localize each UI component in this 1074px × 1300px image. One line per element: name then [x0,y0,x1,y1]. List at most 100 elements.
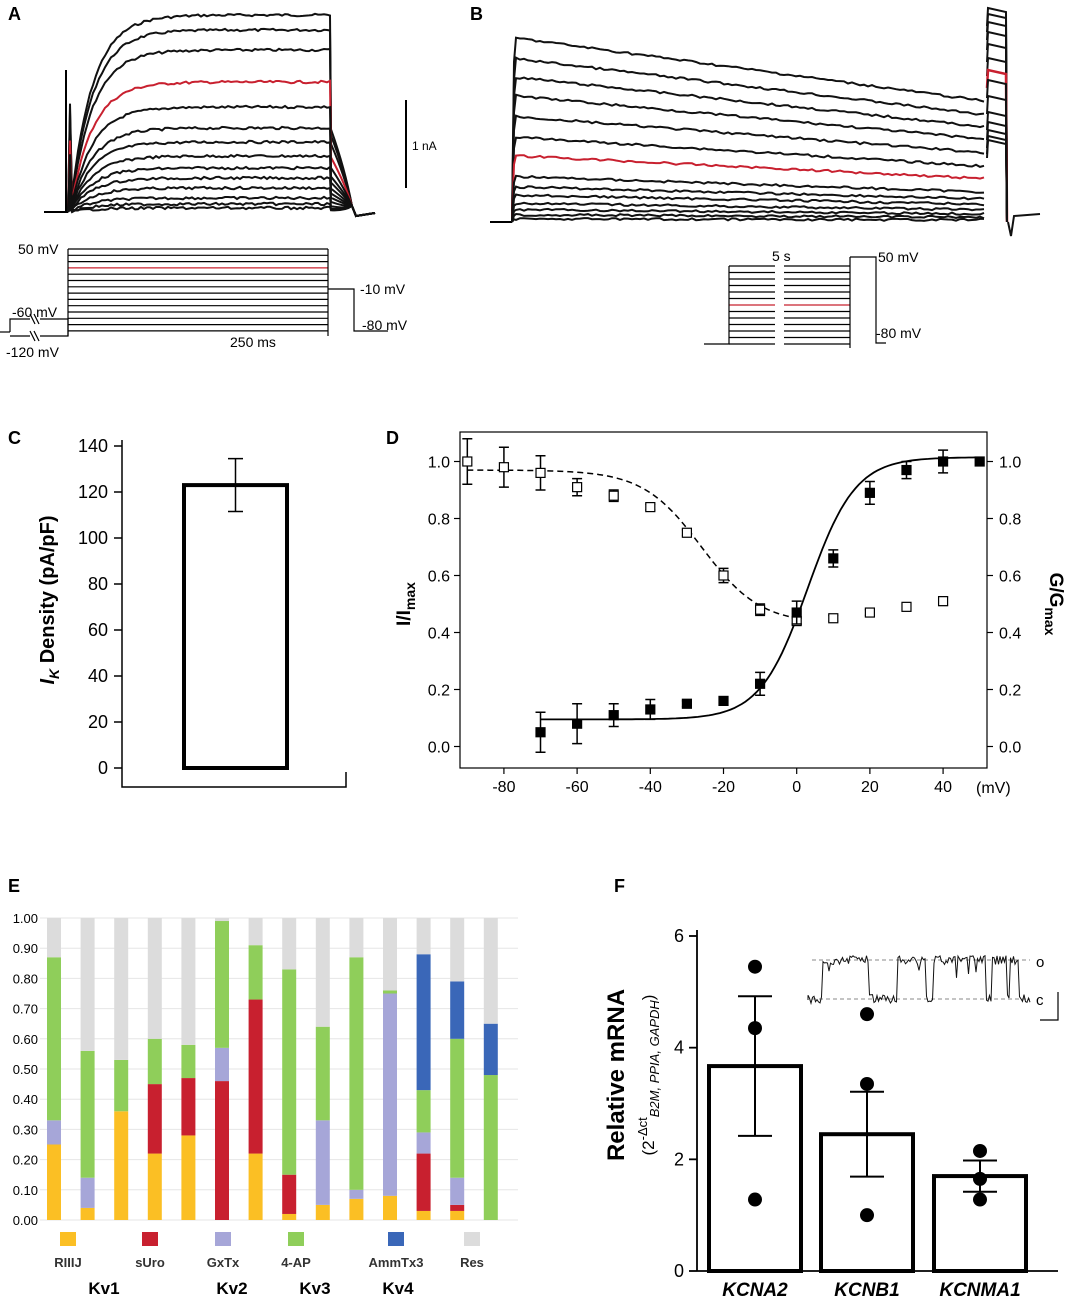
panel-a-protocol-prepulse [9,318,69,337]
panel-d-right-y-tick-label: 0.8 [999,512,1021,529]
panel-e-bar-segment-res [147,918,162,1039]
panel-d-activation-point [535,727,546,738]
panel-d-activation-point [828,553,839,564]
panel-c-y-tick-label: 120 [78,482,108,502]
panel-d-right-y-tick-label: 1.0 [999,455,1021,472]
panel-a-protocol-tail-label: -10 mV [360,281,406,297]
panel-e-bar-segment-riiij [80,1207,95,1220]
panel-f-inset-channel-trace [807,954,1031,1006]
panel-e-bar-segment-ammtx3 [450,981,465,1039]
panel-e-bar-segment-res [315,918,330,1027]
panel-e-stacked-bar-chart: 0.00 0.10 0.20 0.30 0.40 0.50 0.60 0.70 0.80 0.90… [13,911,518,1298]
panel-e-bar-segment-gxtx [215,1047,229,1082]
panel-b-voltage-protocol [704,256,886,348]
panel-a-trace [67,104,376,218]
panel-e-legend-label: GxTx [207,1255,240,1270]
panel-b-trace-highlight [511,154,985,223]
panel-d-activation-point [608,710,619,721]
panel-e-bar-segment-res [416,918,431,955]
panel-e-bar-segment-riiij [114,1111,129,1220]
panel-e-bar-segment-ammtx3 [483,1023,498,1076]
panel-b-trace [511,174,985,223]
panel-b-tail [986,138,1008,223]
panel-d-frame [459,431,988,769]
panel-e-bar-segment-riiij [349,1198,364,1220]
panel-b-current-traces [490,6,1041,237]
panel-a-protocol-break-marks [29,313,40,342]
panel-b-protocol-top-label: 50 mV [878,249,919,265]
panel-d-inactivation-point [572,482,583,493]
panel-e-bar-segment-suro [248,999,263,1154]
panel-c-bar [182,483,289,770]
panel-e-bar-segment-suro [181,1078,196,1136]
panel-e-bar-segment-gxtx [416,1132,431,1154]
panel-c-x-axis [121,772,347,788]
panel-e-bar-segment-res [215,918,229,922]
panel-e-group-label: Kv3 [299,1279,330,1298]
panel-b-protocol-end-label: -80 mV [876,325,922,341]
panel-c-label: C [8,428,21,448]
panel-d-inactivation-point [864,607,875,618]
panel-a-trace [67,195,376,218]
panel-f-data-point [973,1192,987,1207]
panel-d-activation-point [645,704,656,715]
panel-f-data-point [973,1171,987,1186]
panel-e-bar-segment-4-ap [483,1075,498,1220]
panel-d-inactivation-point [608,490,619,501]
panel-a-trace [67,185,376,218]
panel-e-bar-segment-res [80,918,95,1051]
panel-b-tail [986,78,1008,223]
panel-d-x-unit: (mV) [976,780,1011,797]
panel-e-bar-segment-ammtx3 [416,954,431,1091]
panel-b-trace [511,207,985,223]
panel-e-bar-segment-4-ap [181,1044,196,1079]
panel-a-protocol-pre-label: -120 mV [6,344,60,360]
panel-d-activation-point [681,698,693,709]
panel-f-error-bar [738,995,772,1137]
panel-e-legend-swatch [60,1232,76,1246]
panel-d-left-y-tick-label: 0.6 [428,569,450,586]
panel-c-y-tick-label: 100 [78,528,108,548]
panel-d-inactivation-point [462,456,473,467]
panel-f-bar [932,1174,1028,1274]
panel-e-bar-segment-suro [147,1084,162,1154]
panel-d-inactivation-point [718,570,729,581]
panel-d-x-tick-label: 40 [934,779,952,796]
panel-a-trace [67,47,376,218]
panel-f-y-tick-label: 2 [674,1149,684,1169]
panel-b-tail [986,134,1008,223]
panel-e-bar-segment-4-ap [147,1038,162,1085]
panel-f-inset-scale-bar [1040,992,1059,1021]
panel-e-legend-swatch [142,1232,158,1246]
panel-d-right-y-tick-label: 0.4 [999,626,1021,643]
panel-f-y-tick-label: 0 [674,1261,684,1281]
panel-e-bar-segment-res [450,918,465,982]
panel-a-protocol-duration-label: 250 ms [230,334,276,350]
panel-e-bar-segment-4-ap [315,1026,330,1121]
panel-a-trace [67,153,376,218]
panel-c-bar-chart: 0 20 40 60 80 100 120 140 [78,436,347,788]
panel-f-data-point [748,1021,762,1036]
panel-f-label: F [614,876,625,896]
panel-f-y-axis-sublabel: (2-ΔctB2M, PPIA, GAPDH) [635,995,662,1156]
panel-e-bar-segment-suro [282,1174,297,1214]
panel-d-x-tick-label: 0 [792,779,801,796]
panel-d-right-y-tick-label: 0.6 [999,569,1021,586]
panel-d-activation-point [718,695,729,707]
panel-e-bar-segment-res [47,918,61,958]
panel-f-inset-open-label: o [1036,954,1044,971]
panel-e-bar-segment-riiij [181,1135,196,1220]
panel-d-activation-point [974,456,985,467]
panel-a-trace [67,27,376,218]
panel-d-inactivation-point [535,467,546,478]
panel-a-current-traces [44,12,376,218]
panel-e-bar-segment-4-ap [80,1050,95,1178]
panel-f-category-label: KCNA2 [722,1280,788,1300]
panel-e-bar-segment-gxtx [349,1189,364,1199]
panel-e-y-tick-label: 0.20 [13,1153,38,1168]
panel-f-error-bar [850,1090,884,1178]
panel-b-trace [511,217,984,223]
panel-d-inactivation-point [754,604,766,615]
panel-c-y-tick-label: 140 [78,436,108,456]
panel-e-group-label: Kv1 [88,1279,119,1298]
